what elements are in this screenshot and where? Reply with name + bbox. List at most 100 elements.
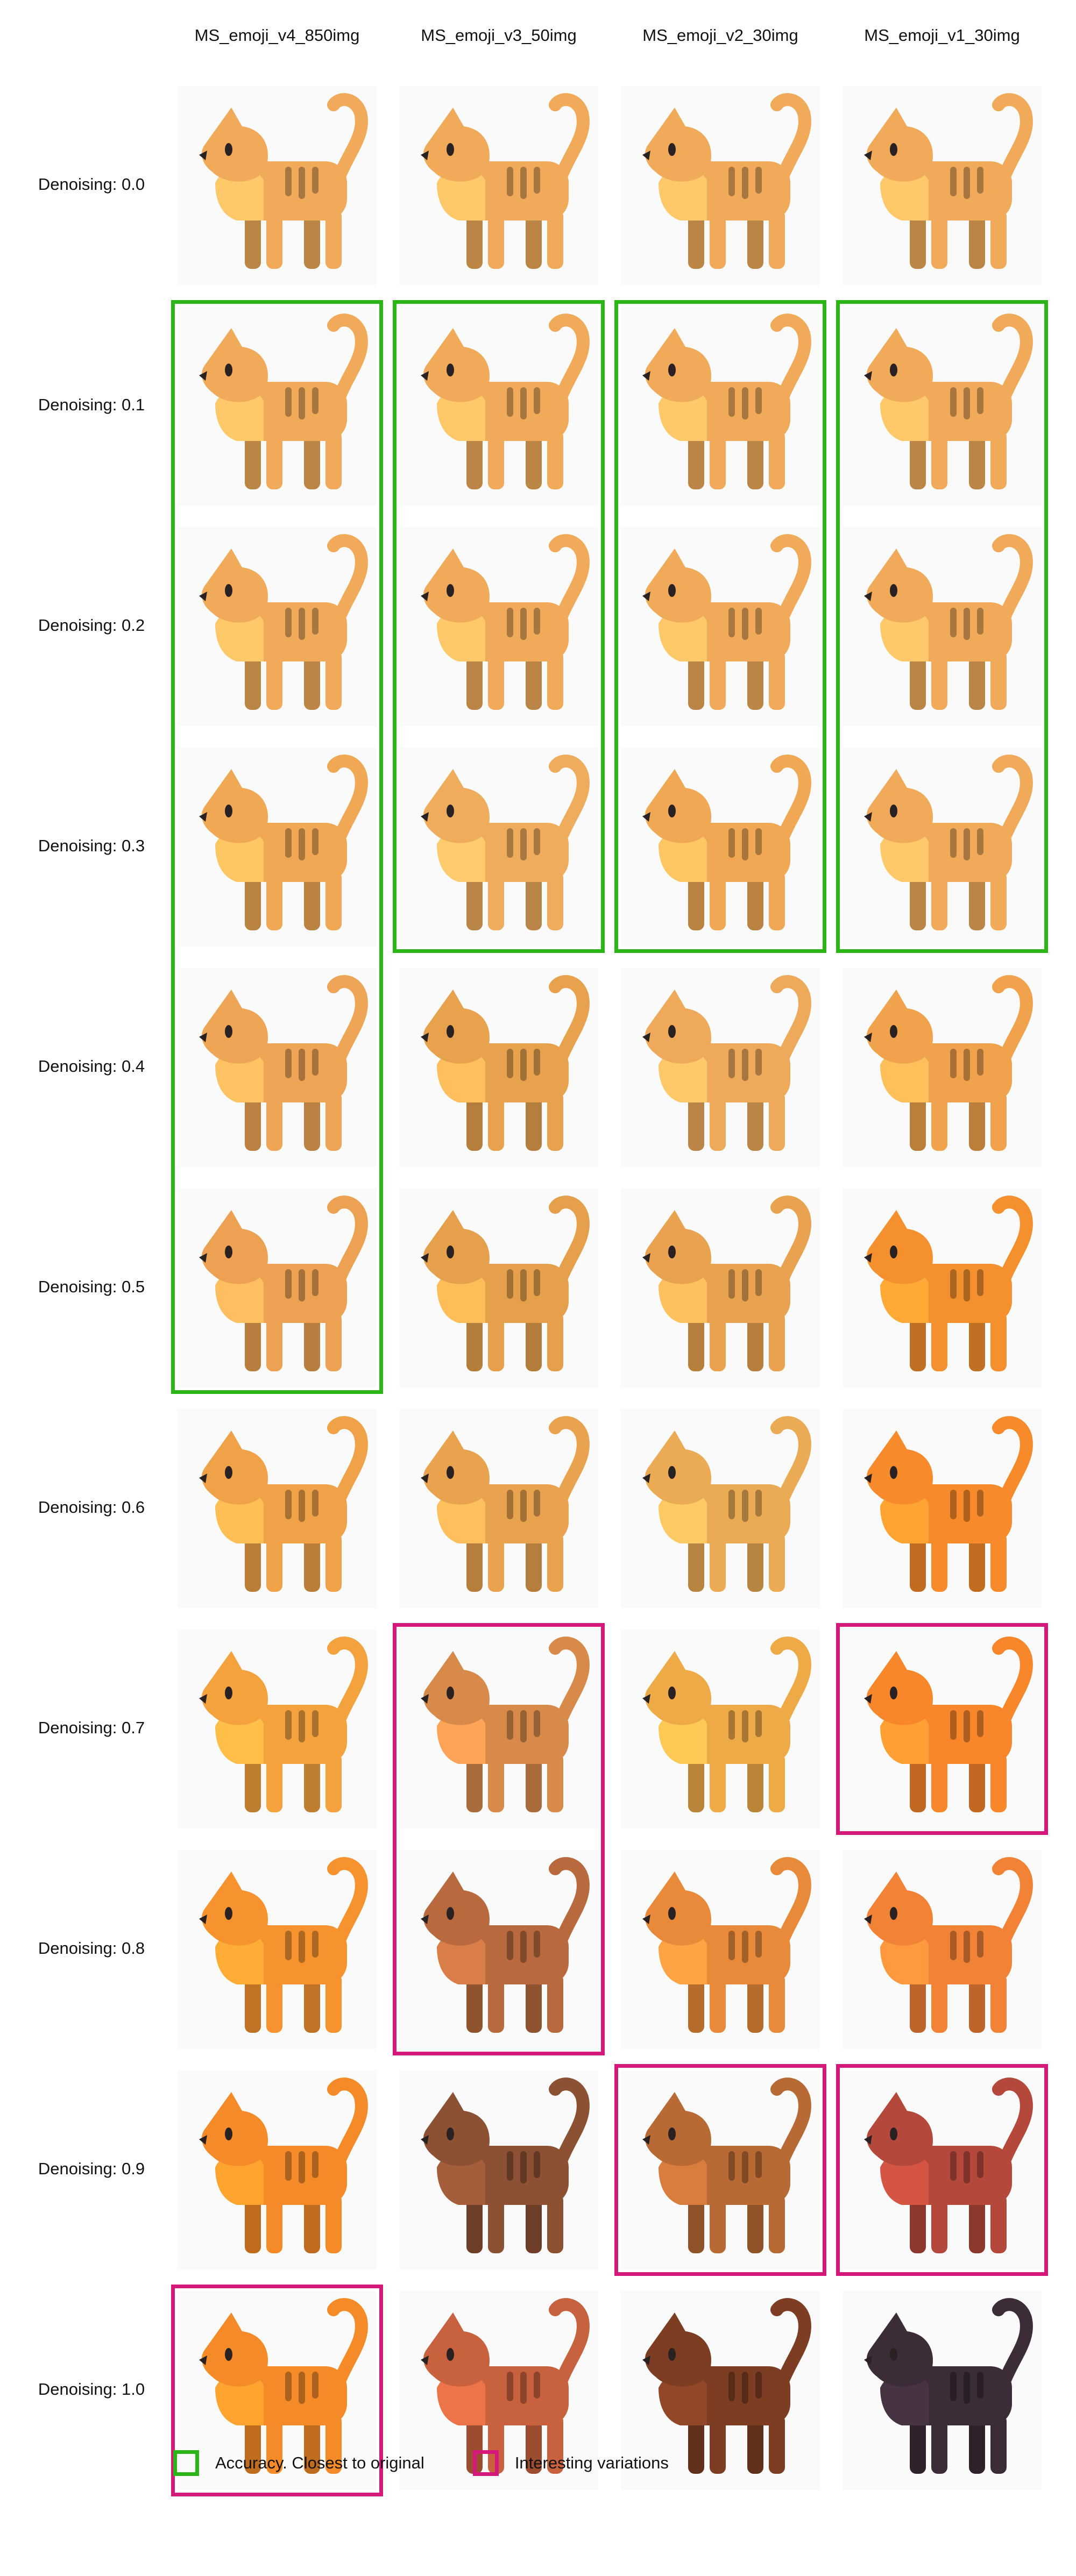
row-label: Denoising: 0.2 <box>38 616 145 635</box>
cat-image <box>399 1409 598 1608</box>
cat-illustration <box>864 93 1033 269</box>
interesting-frame <box>836 2064 1048 2276</box>
cat-image <box>621 2070 820 2269</box>
cat-illustration <box>421 1636 590 1812</box>
interesting-frame <box>836 1623 1048 1835</box>
cat-illustration <box>199 1416 368 1592</box>
cat-image <box>621 2291 820 2490</box>
cat-illustration <box>199 93 368 269</box>
cat-image <box>178 1189 377 1387</box>
row-label: Denoising: 0.4 <box>38 1057 145 1076</box>
cat-image <box>843 527 1042 726</box>
cat-illustration <box>864 1416 1033 1592</box>
legend-accuracy-swatch <box>173 2450 199 2476</box>
cat-illustration <box>864 1857 1033 2033</box>
cat-illustration <box>421 975 590 1151</box>
cat-illustration <box>421 755 590 930</box>
cat-illustration <box>421 1857 590 2033</box>
cat-image <box>621 1189 820 1387</box>
cat-illustration <box>864 2077 1033 2253</box>
cat-image <box>178 86 377 285</box>
cat-image <box>399 1850 598 2049</box>
cat-image <box>621 527 820 726</box>
cat-image <box>843 748 1042 947</box>
cat-image <box>621 1409 820 1608</box>
legend-interesting-label: Interesting variations <box>514 2453 669 2472</box>
cat-image <box>843 2070 1042 2269</box>
row-label: Denoising: 0.3 <box>38 836 145 855</box>
legend-accuracy-label: Accuracy. Closest to original <box>215 2453 424 2472</box>
row-label: Denoising: 0.6 <box>38 1498 145 1517</box>
cat-illustration <box>864 534 1033 710</box>
cat-image <box>178 1409 377 1608</box>
cat-image <box>621 1850 820 2049</box>
cat-illustration <box>421 314 590 489</box>
accuracy-frame <box>836 300 1048 953</box>
cat-image <box>621 1629 820 1828</box>
cat-illustration <box>642 2077 811 2253</box>
interesting-frame <box>393 1623 605 2055</box>
cat-image <box>399 307 598 506</box>
cat-illustration <box>199 314 368 489</box>
cat-illustration <box>864 975 1033 1151</box>
cat-illustration <box>642 975 811 1151</box>
accuracy-frame <box>614 300 826 953</box>
cat-image <box>178 307 377 506</box>
cat-illustration <box>421 2077 590 2253</box>
cat-image <box>621 748 820 947</box>
cat-illustration <box>421 534 590 710</box>
cat-illustration <box>199 534 368 710</box>
row-label: Denoising: 0.8 <box>38 1939 145 1958</box>
cat-illustration <box>421 93 590 269</box>
cat-image <box>399 1189 598 1387</box>
cat-illustration <box>199 1196 368 1371</box>
cat-image <box>178 968 377 1167</box>
cat-image <box>178 2070 377 2269</box>
cat-illustration <box>864 2298 1033 2474</box>
cat-illustration <box>421 1196 590 1371</box>
cat-image <box>843 1189 1042 1387</box>
accuracy-frame <box>393 300 605 953</box>
column-header: MS_emoji_v2_30img <box>642 26 798 45</box>
cat-image <box>843 86 1042 285</box>
cat-image <box>399 86 598 285</box>
cat-image <box>178 2291 377 2490</box>
column-header: MS_emoji_v1_30img <box>864 26 1020 45</box>
row-label: Denoising: 0.1 <box>38 395 145 414</box>
cat-illustration <box>642 93 811 269</box>
column-header: MS_emoji_v3_50img <box>421 26 577 45</box>
legend: Accuracy. Closest to original Interestin… <box>173 2447 717 2479</box>
row-label: Denoising: 0.5 <box>38 1277 145 1296</box>
cat-illustration <box>199 1857 368 2033</box>
cat-illustration <box>199 2298 368 2474</box>
cat-illustration <box>642 1636 811 1812</box>
cat-illustration <box>421 2298 590 2474</box>
row-label: Denoising: 1.0 <box>38 2380 145 2399</box>
accuracy-frame <box>171 300 383 1394</box>
cat-illustration <box>199 2077 368 2253</box>
cat-image <box>399 527 598 726</box>
cat-image <box>843 1850 1042 2049</box>
cat-image <box>843 2291 1042 2490</box>
cat-illustration <box>421 1416 590 1592</box>
cat-image <box>621 968 820 1167</box>
cat-illustration <box>864 1636 1033 1812</box>
cat-illustration <box>199 1636 368 1812</box>
cat-illustration <box>864 1196 1033 1371</box>
cat-image <box>843 1629 1042 1828</box>
cat-illustration <box>642 534 811 710</box>
cat-image <box>843 1409 1042 1608</box>
row-label: Denoising: 0.7 <box>38 1718 145 1737</box>
cat-image <box>178 1850 377 2049</box>
cat-image <box>399 1629 598 1828</box>
cat-image <box>621 307 820 506</box>
cat-illustration <box>642 1196 811 1371</box>
interesting-frame <box>614 2064 826 2276</box>
column-header: MS_emoji_v4_850img <box>194 26 360 45</box>
interesting-frame <box>171 2285 383 2496</box>
cat-image <box>843 307 1042 506</box>
legend-interesting-swatch <box>472 2450 499 2476</box>
cat-illustration <box>642 1857 811 2033</box>
cat-image <box>178 1629 377 1828</box>
